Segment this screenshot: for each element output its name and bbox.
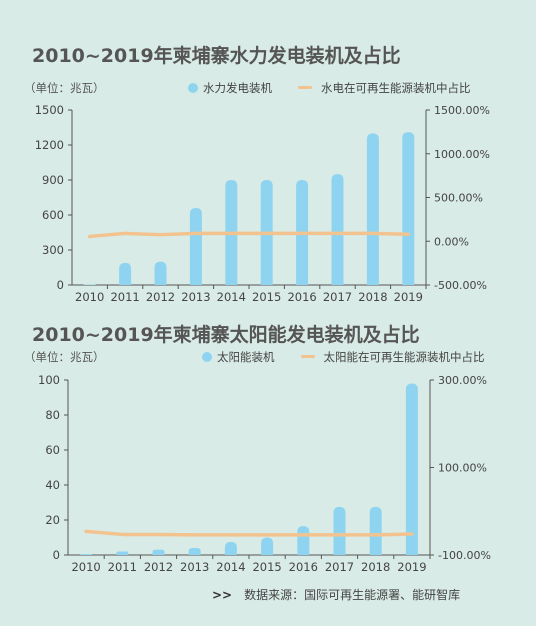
left-tick-label: 100 (38, 373, 60, 387)
x-tick-label: 2017 (325, 560, 354, 574)
source-arrows: >> (212, 588, 233, 602)
legend-bar-label: 水力发电装机 (203, 81, 272, 95)
unit-label-solar: （单位：兆瓦） (24, 350, 105, 364)
bar (116, 551, 129, 555)
x-tick-label: 2010 (71, 560, 100, 574)
bar (297, 526, 310, 555)
bar (119, 262, 132, 285)
right-tick-label: -100.00% (438, 549, 491, 562)
legend-hydro: 水力发电装机 水电在可再生能源装机中占比 (188, 80, 471, 96)
x-tick-label: 2012 (146, 290, 175, 304)
right-tick-label: 500.00% (434, 192, 483, 205)
bar (154, 261, 167, 285)
left-tick-label: 40 (45, 478, 60, 492)
chart-title-hydro: 2010~2019年柬埔寨水力发电装机及占比 (32, 45, 401, 67)
bar (189, 208, 202, 285)
bar (369, 506, 382, 555)
legend-line-label: 太阳能在可再生能源装机中占比 (323, 350, 485, 364)
x-tick-label: 2017 (323, 290, 352, 304)
chart-title-solar: 2010~2019年柬埔寨太阳能发电装机及占比 (32, 324, 420, 346)
left-tick-label: 60 (45, 443, 60, 457)
left-tick-label: 900 (42, 173, 64, 187)
x-tick-label: 2012 (144, 560, 173, 574)
legend-bar-label: 太阳能装机 (217, 350, 275, 364)
x-tick-label: 2018 (358, 290, 387, 304)
series-line (84, 529, 414, 537)
left-tick-label: 300 (42, 243, 64, 257)
x-tick-label: 2011 (108, 560, 137, 574)
left-tick-label: 0 (53, 548, 60, 562)
x-tick-label: 2016 (287, 290, 316, 304)
bar (80, 554, 93, 555)
legend-line-label: 水电在可再生能源装机中占比 (321, 81, 471, 95)
source-text: 数据来源：国际可再生能源署、能研智库 (244, 588, 461, 602)
bar (333, 506, 346, 555)
right-tick-label: -500.00% (434, 279, 487, 292)
bar (188, 548, 201, 555)
bar (83, 284, 96, 285)
x-tick-label: 2011 (110, 290, 139, 304)
right-tick-label: 1500.00% (434, 104, 490, 117)
right-tick-label: 0.00% (434, 235, 469, 248)
bar (366, 133, 379, 285)
bar (402, 132, 415, 285)
hydro-chart: 0 300 600 900 1200 1500 -500.00% 0.00% 500.00% 10… (35, 103, 490, 304)
legend-line-marker (298, 85, 312, 89)
x-tick-label: 2013 (180, 560, 209, 574)
right-tick-label: 100.00% (438, 462, 487, 475)
legend-bar-marker (202, 352, 212, 362)
bar (331, 174, 344, 285)
left-tick-label: 600 (42, 208, 64, 222)
bar (152, 549, 165, 555)
x-tick-label: 2015 (252, 560, 281, 574)
data-source: >> 数据来源：国际可再生能源署、能研智库 (212, 586, 460, 603)
solar-chart: 0 20 40 60 80 100 -100.00% 100.00% 300.00% 2010 20… (38, 373, 491, 574)
x-tick-label: 2014 (217, 290, 246, 304)
x-tick-label: 2014 (216, 560, 245, 574)
unit-label-hydro: （单位：兆瓦） (24, 81, 105, 95)
left-tick-label: 1500 (35, 103, 64, 117)
left-tick-label: 1200 (35, 138, 64, 152)
right-tick-label: 300.00% (438, 374, 487, 387)
x-tick-label: 2010 (75, 290, 104, 304)
x-tick-label: 2018 (361, 560, 390, 574)
left-tick-label: 0 (57, 278, 64, 292)
x-tick-label: 2016 (289, 560, 318, 574)
bar (224, 541, 237, 555)
left-tick-label: 20 (45, 513, 60, 527)
x-tick-label: 2013 (181, 290, 210, 304)
bar (405, 383, 418, 555)
legend-bar-marker (188, 83, 198, 93)
legend-line-marker (300, 354, 315, 358)
bar (261, 537, 274, 555)
x-tick-label: 2019 (394, 290, 423, 304)
series-line (87, 231, 411, 239)
legend-solar: 太阳能装机 太阳能在可再生能源装机中占比 (202, 349, 485, 365)
x-tick-label: 2015 (252, 290, 281, 304)
left-tick-label: 80 (45, 408, 60, 422)
right-tick-label: 1000.00% (434, 148, 490, 161)
x-tick-label: 2019 (397, 560, 426, 574)
